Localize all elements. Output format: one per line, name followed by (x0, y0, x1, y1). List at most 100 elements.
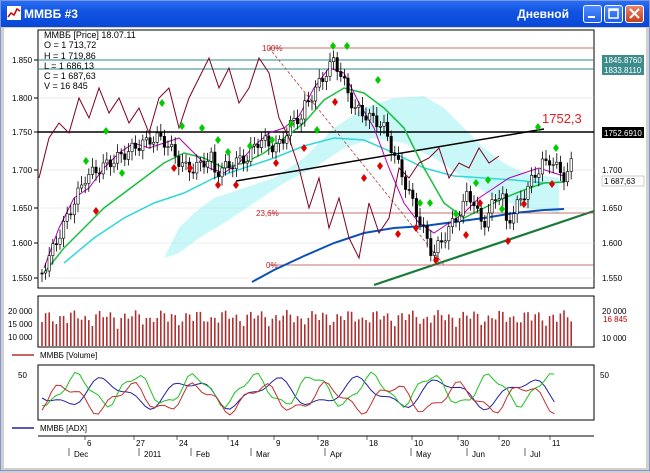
candle-body (47, 255, 51, 272)
candle-body (108, 159, 112, 168)
candle-body (299, 118, 303, 125)
buy-signal-marker (473, 179, 479, 187)
candle-body (396, 155, 400, 160)
maximize-button[interactable] (604, 5, 623, 23)
time-axis-day-label: 28 (320, 439, 329, 448)
candle-body (562, 172, 566, 183)
candle-body (479, 208, 483, 222)
candle-body (494, 199, 498, 201)
price-tick-label-right: 1.600 (602, 239, 623, 248)
candle-body (332, 57, 336, 62)
candle-body (335, 57, 339, 72)
candle-body (278, 139, 282, 144)
time-axis-day-label: 20 (501, 439, 510, 448)
fib-label-0: 0% (266, 261, 278, 270)
support-trendline[interactable] (373, 209, 595, 287)
candle-body (98, 172, 102, 175)
info-open: O = 1 713,72 (44, 40, 97, 51)
candle-body (418, 216, 422, 226)
buy-signal-marker (375, 76, 381, 84)
title-bar[interactable]: ММВБ #3 Дневной (1, 1, 649, 27)
candle-body (267, 135, 271, 147)
candle-body (393, 152, 397, 156)
buy-signal-marker (499, 205, 505, 213)
candle-body (213, 151, 217, 173)
buy-signal-marker (314, 126, 320, 134)
candle-body (350, 92, 354, 109)
candle-body (198, 160, 202, 163)
candle-body (245, 161, 249, 164)
candle-body (126, 151, 130, 160)
sell-signal-marker (463, 231, 469, 239)
window-title: ММВБ #3 (24, 7, 78, 21)
buy-signal-marker (553, 144, 559, 152)
candle-body (468, 191, 472, 203)
candle-body (238, 155, 242, 159)
buy-signal-marker (453, 210, 459, 218)
candle-body (324, 76, 328, 82)
volume-last-badge (602, 314, 628, 323)
info-high: H = 1 719,86 (44, 50, 96, 61)
fib-label-23: 23,6% (256, 209, 279, 218)
price-axis: 1.850 1.800 1.750 1.700 1.650 1.600 1.550 (12, 56, 38, 283)
sell-signal-marker (187, 164, 193, 172)
candle-body (519, 198, 523, 201)
minimize-button[interactable] (583, 5, 602, 23)
candle-body (461, 200, 465, 217)
info-volume: V = 16 845 (44, 81, 88, 92)
candle-body (501, 193, 505, 199)
candle-body (148, 137, 152, 145)
sell-signal-marker (395, 230, 401, 238)
candle-body (51, 243, 55, 256)
triangle-upper-trendline[interactable] (235, 128, 545, 182)
time-axis-day-label: 18 (369, 439, 378, 448)
candle-body (87, 174, 91, 184)
candle-body (177, 155, 181, 167)
candle-body (159, 132, 163, 137)
candle-body (472, 201, 476, 207)
time-axis-month-label: May (416, 450, 431, 459)
candle-body (130, 142, 134, 152)
candle-body (447, 226, 451, 242)
price-tick-label: 1.750 (12, 128, 33, 137)
time-axis-day-label: 11 (552, 439, 561, 448)
candle-body (544, 158, 548, 161)
candle-body (206, 161, 210, 168)
candle-body (137, 148, 141, 151)
candle-body (569, 158, 573, 172)
candle-body (504, 193, 508, 221)
candle-body (497, 198, 501, 201)
candle-body (353, 106, 357, 109)
candle-body (173, 144, 177, 157)
candle-body (288, 120, 292, 137)
candle-body (558, 161, 562, 173)
price-tick-label: 1.800 (12, 94, 33, 103)
chart-canvas[interactable]: 100% 23,6% 0% 1.8501.8001.7501.7001.6501… (4, 28, 646, 468)
price-panel[interactable] (37, 29, 595, 289)
price-tick-label-right: 1.550 (602, 274, 623, 283)
candle-body (368, 112, 372, 121)
candle-body (123, 153, 127, 160)
time-axis-days: 6 27 24 14 9 28 18 10 30 20 11 (84, 436, 561, 448)
sell-signal-marker (171, 164, 177, 172)
sell-signal-marker (93, 207, 99, 215)
badge-last-price (601, 175, 645, 187)
buy-signal-marker (215, 136, 221, 144)
buy-signal-marker (330, 42, 336, 50)
time-axis-months: Dec 2011 Feb Mar Apr May Jun Jul (68, 448, 540, 459)
candle-body (285, 135, 289, 144)
time-axis-month-label: Jul (530, 450, 540, 459)
candle-body (274, 143, 278, 153)
price-tick-label-right: 1.700 (602, 166, 623, 175)
candle-body (180, 162, 184, 167)
buy-signal-marker (417, 199, 423, 207)
volume-bars (41, 310, 573, 346)
close-button[interactable] (625, 5, 644, 23)
candle-body (364, 115, 368, 121)
candle-body (432, 252, 436, 256)
candle-body (76, 187, 80, 205)
adx-panel[interactable] (37, 364, 595, 421)
candle-body (508, 220, 512, 224)
candle-body (425, 225, 429, 239)
lagging-span-line (38, 56, 500, 260)
